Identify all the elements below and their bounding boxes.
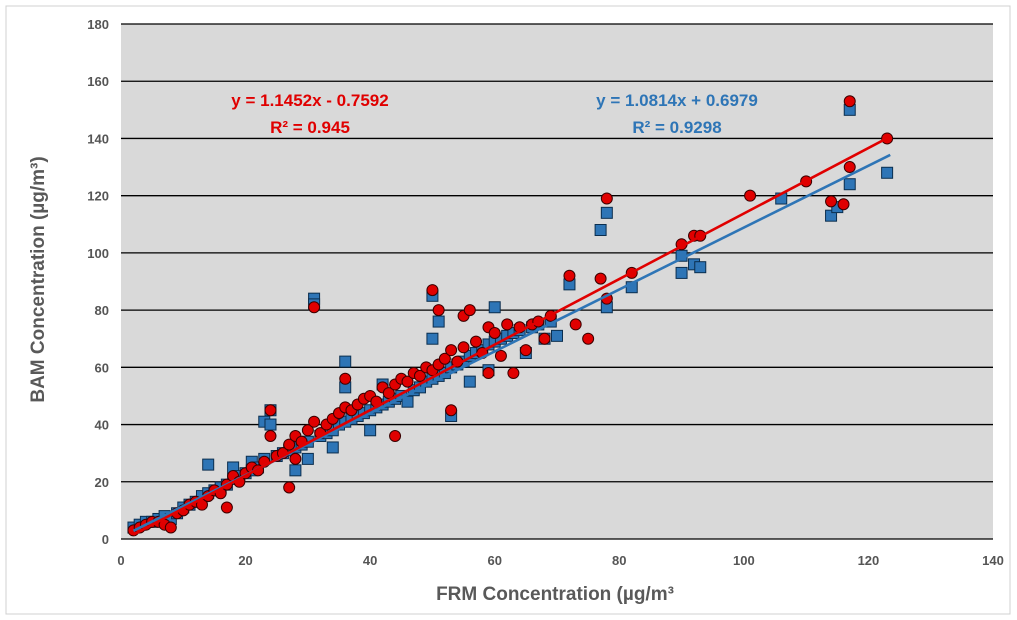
data-point-circle bbox=[308, 301, 321, 314]
data-point-circle bbox=[382, 387, 395, 400]
data-point-circle bbox=[837, 198, 850, 211]
data-point-circle bbox=[538, 332, 551, 345]
y-tick-label: 40 bbox=[95, 418, 109, 433]
data-point-circle bbox=[339, 372, 352, 385]
y-tick-label: 120 bbox=[87, 189, 109, 204]
y-tick-label: 100 bbox=[87, 246, 109, 261]
data-point-square bbox=[675, 266, 688, 279]
gridlines bbox=[121, 23, 993, 540]
x-tick-label: 100 bbox=[733, 553, 755, 568]
data-point-circle bbox=[164, 521, 177, 534]
data-point-circle bbox=[563, 269, 576, 282]
data-point-square bbox=[401, 395, 414, 408]
x-tick-label: 140 bbox=[982, 553, 1004, 568]
data-point-circle bbox=[432, 304, 445, 317]
data-point-circle bbox=[220, 501, 233, 514]
y-tick-label: 160 bbox=[87, 74, 109, 89]
data-point-circle bbox=[519, 344, 532, 357]
y-tick-label: 20 bbox=[95, 475, 109, 490]
data-point-circle bbox=[445, 404, 458, 417]
data-point-circle bbox=[413, 369, 426, 382]
data-point-circle bbox=[264, 430, 277, 442]
data-point-square bbox=[202, 458, 215, 471]
data-point-circle bbox=[600, 192, 613, 205]
data-point-circle bbox=[501, 318, 514, 331]
blue-trendline-equation: y = 1.0814x + 0.6979 bbox=[596, 91, 758, 110]
x-axis-ticks: 0 20 40 60 80 100 120 140 bbox=[117, 553, 1003, 568]
data-point-square bbox=[432, 315, 445, 328]
y-axis-ticks: 0 20 40 60 80 100 120 140 160 180 bbox=[87, 17, 109, 547]
y-tick-label: 60 bbox=[95, 360, 109, 375]
data-point-circle bbox=[569, 318, 582, 331]
data-point-circle bbox=[401, 375, 414, 388]
data-point-square bbox=[426, 332, 439, 345]
data-point-square bbox=[289, 464, 302, 477]
x-tick-label: 80 bbox=[612, 553, 626, 568]
data-point-square bbox=[364, 424, 377, 437]
data-point-circle bbox=[825, 195, 838, 208]
data-point-circle bbox=[457, 341, 470, 354]
x-tick-label: 120 bbox=[858, 553, 880, 568]
data-point-circle bbox=[308, 415, 321, 428]
x-tick-label: 20 bbox=[238, 553, 252, 568]
data-point-square bbox=[881, 166, 894, 179]
data-point-square bbox=[825, 209, 838, 222]
data-point-circle bbox=[594, 272, 607, 285]
data-point-square bbox=[463, 375, 476, 388]
x-axis-title: FRM Concentration (µg/m³ bbox=[436, 584, 674, 605]
blue-trendline-r2: R² = 0.9298 bbox=[632, 118, 721, 137]
y-tick-label: 140 bbox=[87, 131, 109, 146]
x-tick-label: 40 bbox=[363, 553, 377, 568]
data-point-square bbox=[600, 206, 613, 219]
data-point-square bbox=[339, 355, 352, 368]
red-trendline-r2: R² = 0.945 bbox=[270, 118, 350, 137]
data-point-circle bbox=[445, 344, 458, 357]
data-point-circle bbox=[494, 349, 507, 362]
data-point-circle bbox=[488, 327, 501, 339]
data-point-square bbox=[694, 261, 707, 274]
data-point-circle bbox=[744, 189, 757, 202]
data-point-circle bbox=[843, 95, 856, 108]
data-point-circle bbox=[289, 452, 302, 465]
data-point-square bbox=[301, 452, 314, 465]
data-point-square bbox=[843, 178, 856, 191]
data-point-circle bbox=[301, 424, 314, 437]
data-point-circle bbox=[283, 438, 296, 451]
red-trendline bbox=[132, 135, 891, 536]
data-point-circle bbox=[582, 332, 595, 345]
data-point-circle bbox=[507, 367, 520, 380]
data-point-circle bbox=[843, 161, 856, 174]
x-tick-label: 60 bbox=[487, 553, 501, 568]
data-point-circle bbox=[389, 430, 402, 442]
data-point-circle bbox=[264, 404, 277, 417]
red-trendline-equation: y = 1.1452x - 0.7592 bbox=[231, 91, 388, 110]
y-axis-title: BAM Concentration (µg/m³) bbox=[28, 156, 49, 402]
data-point-circle bbox=[482, 367, 495, 380]
data-point-circle bbox=[463, 304, 476, 317]
data-point-circle bbox=[426, 284, 439, 297]
trendlines bbox=[132, 135, 891, 536]
data-point-circle bbox=[283, 481, 296, 494]
y-tick-label: 180 bbox=[87, 17, 109, 32]
data-point-square bbox=[264, 418, 277, 431]
data-point-square bbox=[551, 329, 563, 342]
data-point-circle bbox=[438, 352, 451, 365]
data-point-square bbox=[594, 224, 607, 236]
data-point-square bbox=[326, 441, 339, 454]
data-point-circle bbox=[470, 335, 483, 348]
y-tick-label: 0 bbox=[102, 532, 109, 547]
x-tick-label: 0 bbox=[117, 553, 124, 568]
data-point-square bbox=[488, 301, 501, 314]
y-tick-label: 80 bbox=[95, 303, 109, 318]
